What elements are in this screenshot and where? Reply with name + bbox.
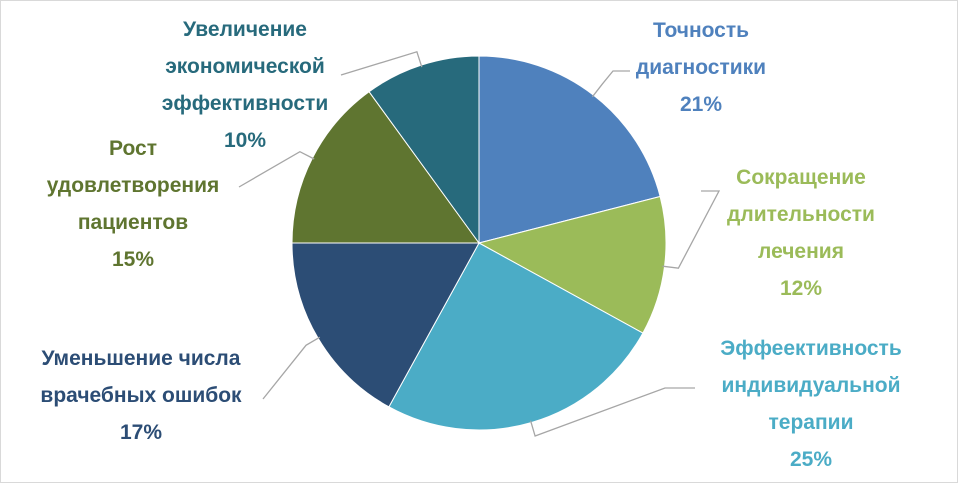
data-label-4: Уменьшение числа врачебных ошибок 17% [40,347,242,444]
data-label-percent: 12% [780,277,822,300]
data-label-category-line: удовлетворения [47,174,220,197]
data-label-3: Эффеективность индивидуальной терапии 25% [720,337,902,471]
data-label-1: Точность диагностики 21% [636,19,766,116]
data-label-category-line: эффективности [162,92,328,115]
data-label-category-line: диагностики [636,56,766,79]
data-label-category-line: терапии [769,411,854,434]
data-label-percent: 15% [112,248,154,271]
data-label-category-line: Точность [653,19,749,42]
data-label-category-line: Сокращение [736,166,866,189]
data-label-category-line: экономической [165,55,325,78]
leader-line-3 [529,387,695,437]
data-label-category-line: Эффеективность [720,337,902,360]
data-label-percent: 10% [224,129,266,152]
data-label-percent: 17% [120,421,162,444]
data-label-category-line: индивидуальной [722,374,901,397]
data-label-category-line: Уменьшение числа [42,347,241,370]
data-label-category-line: длительности [727,203,875,226]
data-label-6: Увеличение экономической эффективности 10% [162,18,328,152]
data-label-category-line: Рост [109,137,157,160]
leader-line-1 [591,70,630,98]
leader-line-5 [238,150,315,188]
data-label-category-line: пациентов [78,211,188,234]
data-label-5: Рост удовлетворения пациентов 15% [47,137,220,271]
data-label-percent: 25% [790,448,832,471]
data-label-category-line: Увеличение [183,18,307,41]
data-label-2: Сокращение длительности лечения 12% [727,166,875,300]
leader-line-6 [340,50,423,76]
data-label-category-line: лечения [758,240,844,263]
data-label-category-line: врачебных ошибок [40,384,242,407]
leader-line-4 [262,336,321,400]
leader-line-2 [662,190,721,269]
data-label-percent: 21% [680,93,722,116]
